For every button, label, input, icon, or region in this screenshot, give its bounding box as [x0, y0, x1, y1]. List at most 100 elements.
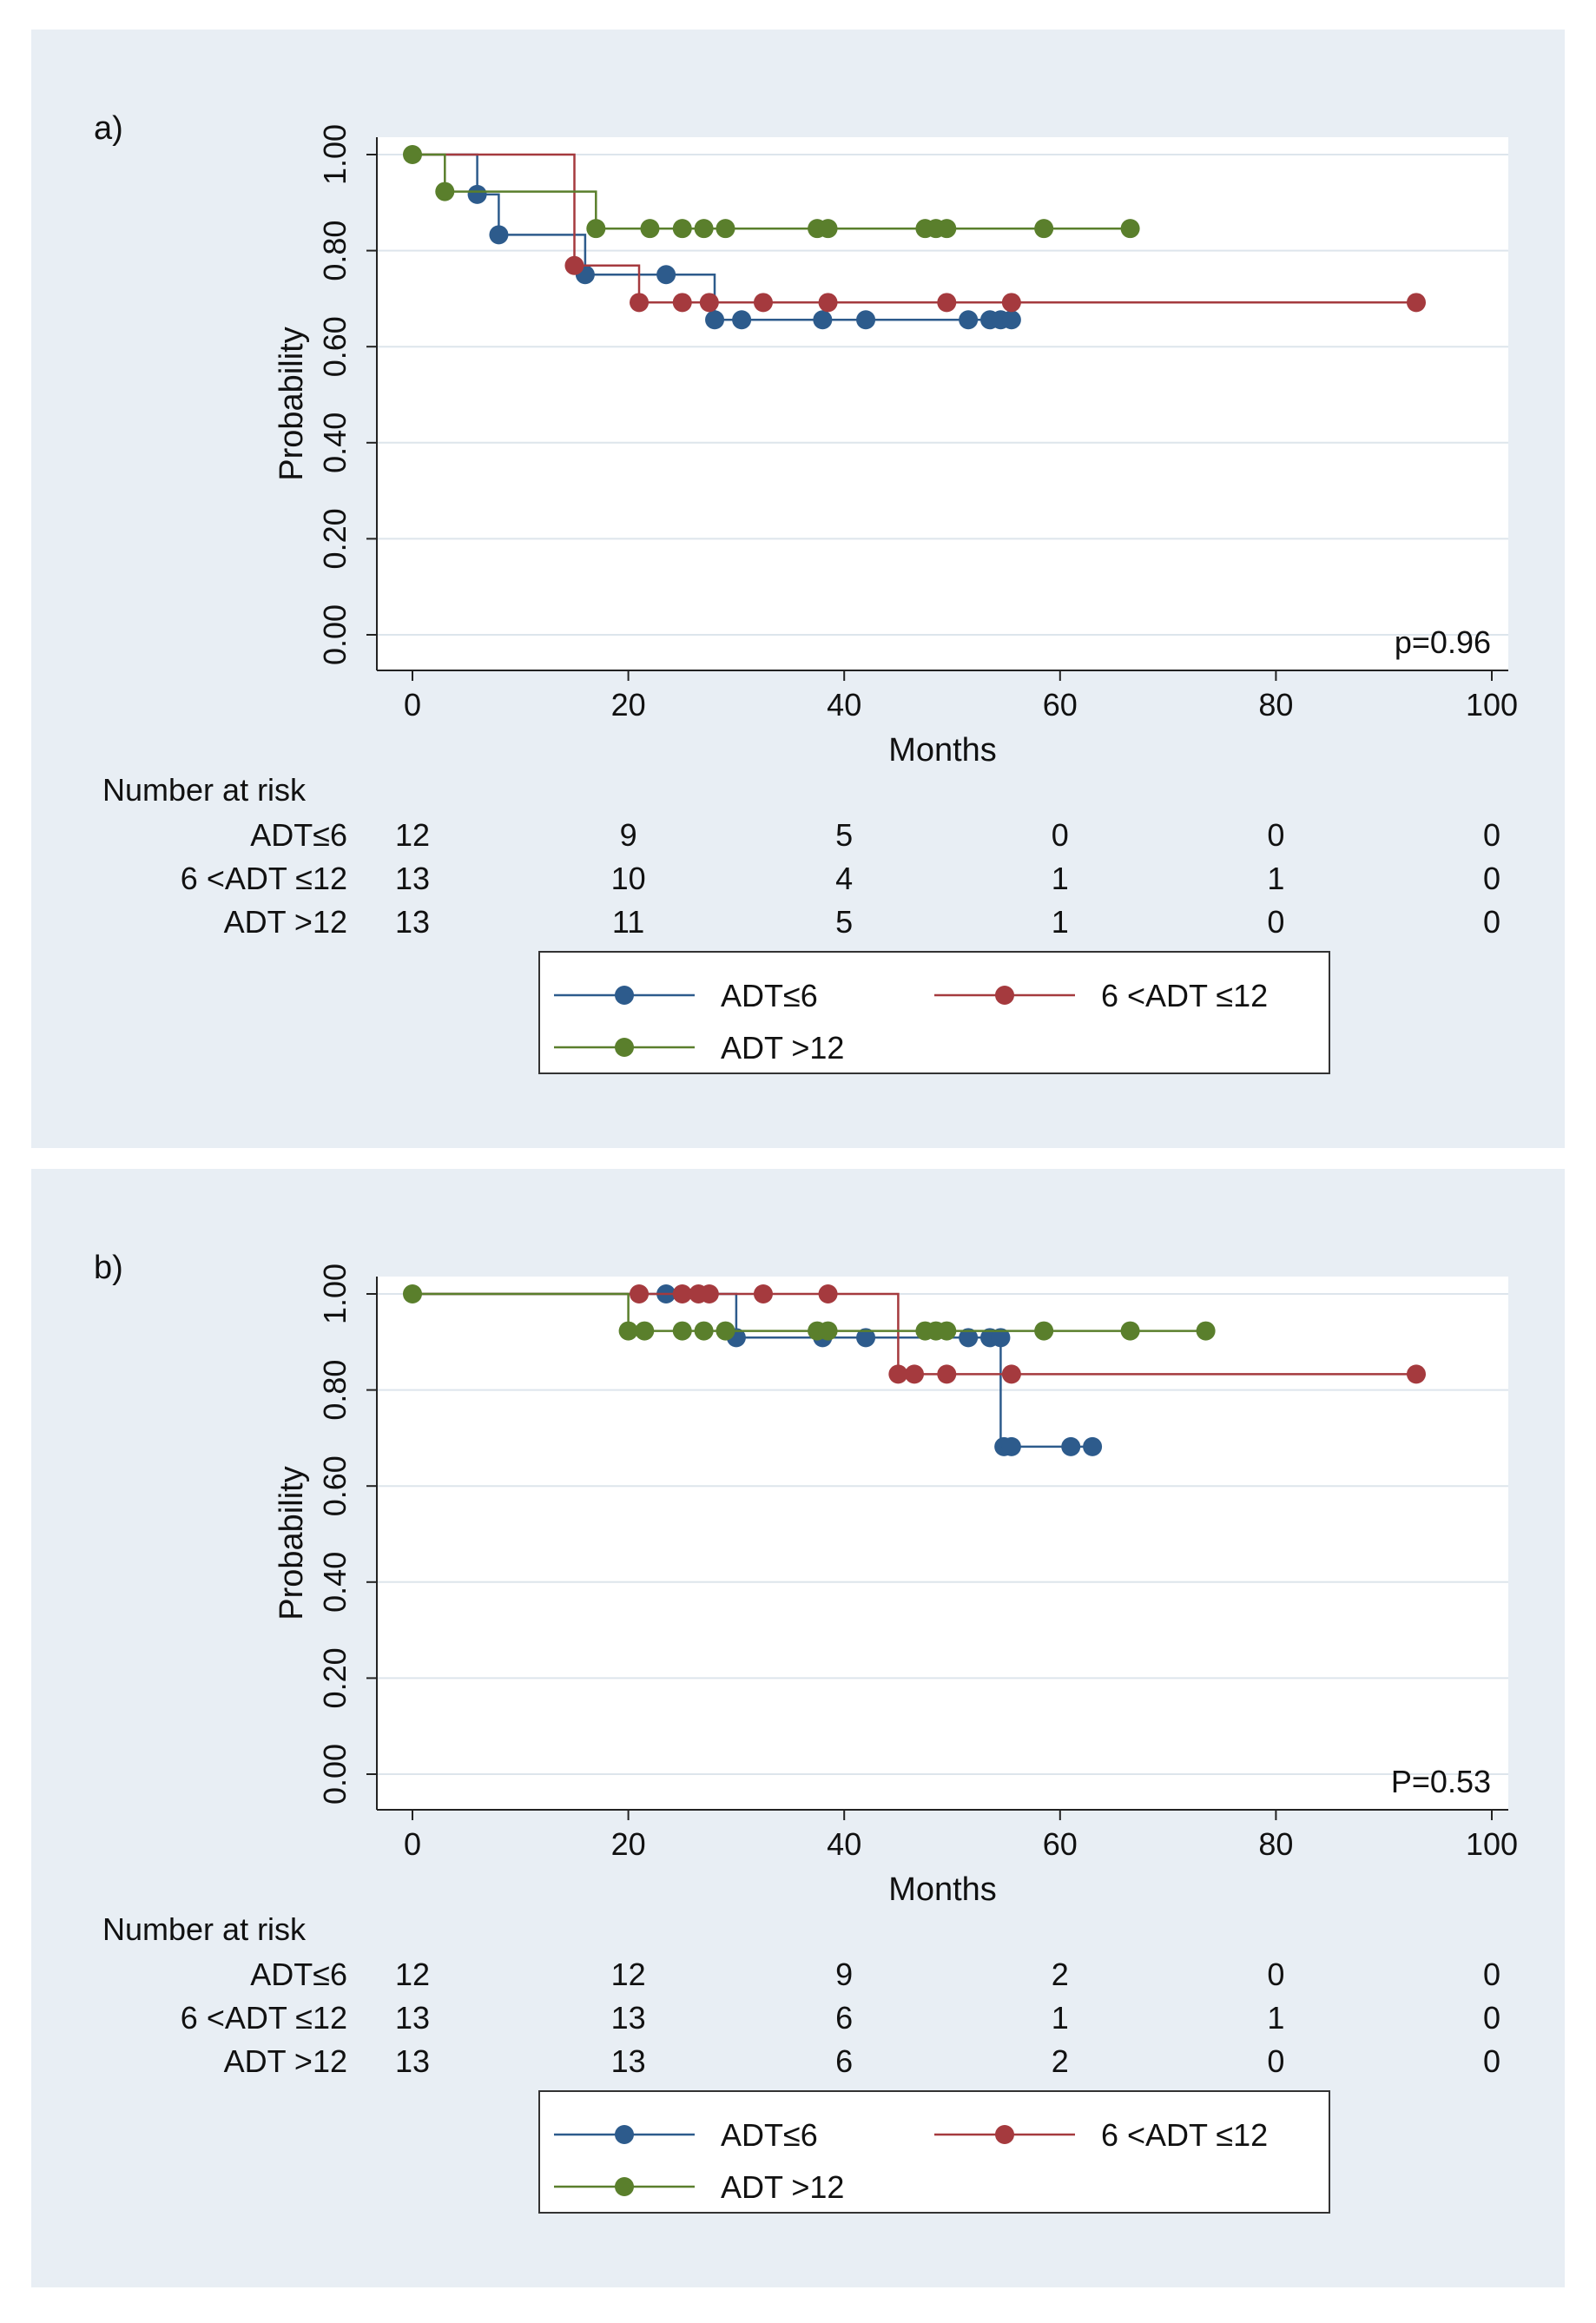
legend: ADT≤6 6 <ADT ≤12 ADT >12 — [538, 2090, 1330, 2214]
censor-mark — [1001, 1364, 1021, 1384]
censor-mark — [1061, 1436, 1081, 1456]
x-tick-label: 40 — [827, 1826, 861, 1862]
risk-count: 1 — [1052, 904, 1069, 940]
censor-mark — [630, 1284, 650, 1303]
legend: ADT≤6 6 <ADT ≤12 ADT >12 — [538, 951, 1330, 1074]
censor-mark — [818, 219, 838, 239]
km-chart-a: a)0.000.200.400.600.801.000 20 40 60 80 100Mo… — [94, 110, 1518, 1074]
censor-mark — [856, 310, 876, 330]
risk-count: 0 — [1267, 904, 1284, 940]
censor-mark — [716, 219, 735, 239]
censor-mark — [937, 1364, 957, 1384]
risk-count: 6 — [835, 2043, 853, 2079]
series-2 — [403, 145, 1140, 239]
x-tick-label: 80 — [1258, 1826, 1293, 1862]
censor-mark — [716, 1321, 735, 1341]
risk-count: 6 — [835, 2000, 853, 2036]
risk-row-label: 6 <ADT ≤12 — [181, 861, 347, 896]
censor-mark — [959, 1328, 979, 1348]
censor-mark — [753, 1284, 773, 1303]
panel-b: b) 0.00 0.20 0.40 0.60 0.80 1.00 0 20 40 60 80 100 Mo… — [31, 1169, 1565, 2287]
x-axis-title: Months — [888, 1871, 997, 1908]
risk-count: 13 — [395, 2043, 430, 2079]
x-tick-label: 80 — [1258, 687, 1293, 723]
censor-mark — [656, 265, 676, 285]
y-tick-label: 0.40 — [317, 1552, 353, 1613]
censor-mark — [1120, 219, 1140, 239]
risk-count: 2 — [1052, 1957, 1069, 1992]
risk-count: 0 — [1267, 817, 1284, 853]
censor-mark — [564, 255, 584, 275]
legend-item: ADT≤6 — [554, 2117, 818, 2153]
y-axis-title: Probability — [274, 1466, 310, 1620]
censor-mark — [1034, 1321, 1054, 1341]
censor-mark — [1001, 310, 1021, 330]
legend-marker — [615, 2125, 634, 2144]
plot-background — [377, 137, 1508, 670]
censor-mark — [640, 219, 660, 239]
risk-count: 0 — [1267, 2043, 1284, 2079]
censor-mark — [672, 219, 692, 239]
legend-marker — [995, 2125, 1014, 2144]
censor-mark — [672, 1284, 692, 1303]
legend-marker — [615, 986, 634, 1005]
censor-mark — [991, 1328, 1011, 1348]
censor-mark — [1001, 293, 1021, 313]
risk-count: 13 — [395, 861, 430, 896]
censor-mark — [1406, 293, 1426, 313]
risk-row-label: ADT≤6 — [250, 817, 347, 853]
censor-mark — [959, 310, 979, 330]
panel-label: a) — [94, 110, 123, 147]
risk-row-label: ADT >12 — [224, 2043, 347, 2079]
risk-row-label: ADT >12 — [224, 904, 347, 940]
x-tick-label: 60 — [1043, 687, 1078, 723]
series-0 — [412, 153, 1021, 330]
censor-mark — [937, 219, 957, 239]
risk-count: 5 — [835, 904, 853, 940]
censor-mark — [904, 1364, 924, 1384]
censor-mark — [856, 1328, 876, 1348]
legend-marker — [615, 2177, 634, 2196]
legend-item: ADT >12 — [554, 1030, 844, 1066]
y-tick-label: 0.00 — [317, 604, 353, 665]
censor-mark — [403, 1284, 422, 1303]
legend-box — [538, 2090, 1330, 2214]
risk-count: 1 — [1267, 861, 1284, 896]
legend-marker — [615, 1038, 634, 1057]
risk-count: 0 — [1483, 2043, 1500, 2079]
risk-count: 10 — [611, 861, 646, 896]
series-2 — [403, 1284, 1216, 1341]
censor-mark — [818, 293, 838, 313]
legend-item: ADT≤6 — [554, 978, 818, 1013]
x-axis-title: Months — [888, 732, 997, 769]
censor-mark — [699, 1284, 719, 1303]
censor-mark — [888, 1364, 908, 1384]
legend-label: ADT≤6 — [721, 2117, 818, 2153]
y-tick-label: 0.80 — [317, 221, 353, 281]
censor-mark — [937, 1321, 957, 1341]
x-tick-label: 40 — [827, 687, 861, 723]
censor-mark — [753, 293, 773, 313]
risk-count: 13 — [611, 2000, 646, 2036]
x-tick-label: 100 — [1466, 1826, 1518, 1862]
censor-mark — [672, 293, 692, 313]
censor-mark — [705, 310, 725, 330]
plot-background — [377, 1277, 1508, 1810]
x-tick-label: 100 — [1466, 687, 1518, 723]
x-tick-label: 60 — [1043, 1826, 1078, 1862]
y-tick-label: 0.20 — [317, 508, 353, 569]
legend-box — [538, 951, 1330, 1074]
p-value-annotation: P=0.53 — [1391, 1764, 1491, 1799]
censor-mark — [732, 310, 752, 330]
y-tick-label: 0.80 — [317, 1360, 353, 1421]
censor-mark — [672, 1321, 692, 1341]
panel-label: b) — [94, 1250, 123, 1286]
p-value-annotation: p=0.96 — [1395, 624, 1491, 660]
censor-mark — [1001, 1436, 1021, 1456]
y-tick-label: 1.00 — [317, 124, 353, 185]
censor-mark — [489, 225, 509, 245]
risk-count: 0 — [1052, 817, 1069, 853]
censor-mark — [1034, 219, 1054, 239]
risk-count: 9 — [835, 1957, 853, 1992]
y-tick-label: 1.00 — [317, 1264, 353, 1324]
